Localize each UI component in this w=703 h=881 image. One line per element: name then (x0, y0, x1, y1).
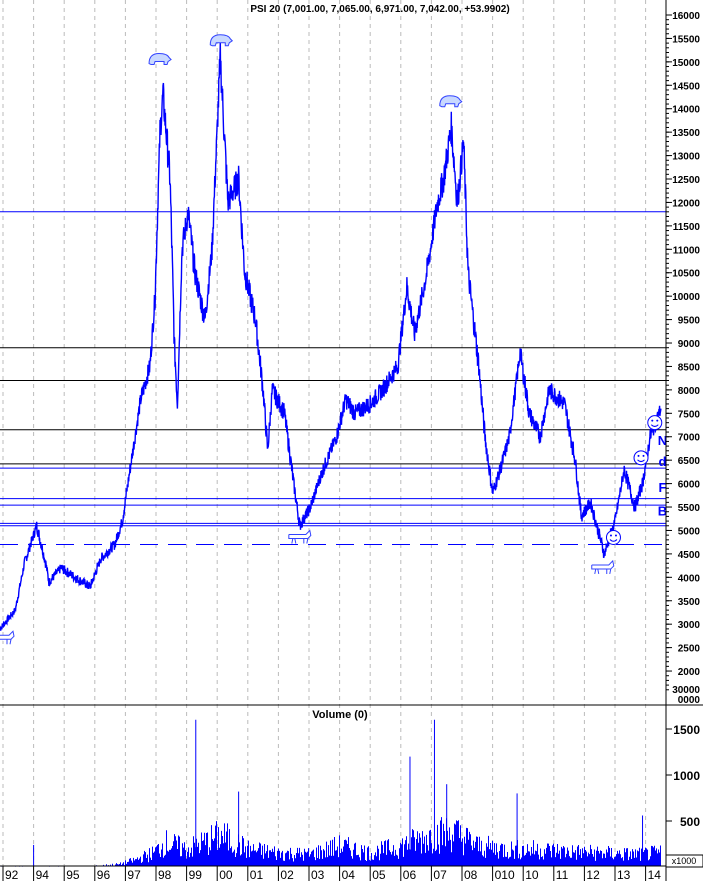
y-tick-label: 6000 (678, 480, 701, 491)
x-tick-label: 02 (280, 868, 294, 881)
x-tick-label: 05 (372, 868, 386, 881)
smiley-icon[interactable] (633, 450, 649, 466)
bull-icon[interactable] (0, 630, 15, 645)
y-extra-label: 30000 (672, 685, 700, 696)
y-tick-label: 10500 (672, 269, 700, 280)
x-tick-label: 95 (66, 868, 80, 881)
signal-letter[interactable]: B (658, 503, 667, 518)
volume-y-tick-label: 500 (680, 815, 700, 829)
x-tick-label: 10 (525, 868, 539, 881)
bull-icon[interactable] (288, 529, 312, 544)
y-tick-label: 10000 (672, 292, 700, 303)
y-tick-label: 13000 (672, 152, 700, 163)
chart-title: PSI 20 (7,001.00, 7,065.00, 6,971.00, 7,… (250, 4, 509, 15)
y-tick-label: 14000 (672, 105, 700, 116)
price-series-line (0, 41, 662, 631)
y-tick-label: 16000 (672, 11, 700, 22)
x-tick-label: 01 (250, 868, 264, 881)
x-tick-label: 11 (556, 868, 569, 881)
y-tick-label: 9500 (678, 316, 701, 327)
y-tick-label: 4000 (678, 573, 701, 584)
y-tick-label: 11000 (673, 245, 701, 256)
y-tick-label: 13500 (672, 128, 700, 139)
y-tick-label: 12500 (672, 175, 700, 186)
x-tick-label: 94 (36, 868, 50, 881)
x-tick-label: 14 (648, 868, 662, 881)
volume-y-tick-label: 1500 (673, 723, 700, 737)
y-tick-label: 8500 (678, 362, 701, 373)
y-tick-label: 2000 (678, 667, 701, 678)
y-tick-label: 15500 (672, 34, 700, 45)
y-tick-label: 7500 (678, 409, 701, 420)
x-tick-label: 13 (617, 868, 631, 881)
y-tick-label: 5500 (678, 503, 701, 514)
y-tick-label: 11500 (673, 222, 701, 233)
x-tick-label: 010 (495, 868, 515, 881)
x-tick-label: 97 (127, 868, 141, 881)
y-tick-label: 7000 (678, 433, 701, 444)
volume-unit-box (665, 854, 703, 868)
y-tick-label: 15000 (672, 58, 700, 69)
x-tick-label: 00 (219, 868, 233, 881)
y-tick-label: 4500 (678, 550, 701, 561)
x-tick-label: 99 (189, 868, 203, 881)
x-tick-label: 06 (403, 868, 417, 881)
x-tick-label: 12 (586, 868, 600, 881)
signal-letter[interactable]: N (658, 433, 667, 448)
smiley-icon[interactable] (647, 415, 663, 431)
y-extra-label: 0000 (678, 695, 701, 706)
bear-icon[interactable] (148, 53, 172, 66)
volume-title: Volume (0) (312, 709, 368, 721)
y-tick-label: 6500 (678, 456, 701, 467)
y-tick-label: 5000 (678, 526, 701, 537)
y-tick-label: 12000 (672, 198, 700, 209)
smiley-icon[interactable] (605, 529, 621, 545)
x-tick-label: 03 (311, 868, 325, 881)
bull-icon[interactable] (591, 559, 615, 575)
x-tick-label: 04 (342, 868, 356, 881)
y-tick-label: 8000 (678, 386, 701, 397)
x-tick-label: 92 (5, 868, 19, 881)
x-tick-label: 98 (158, 868, 172, 881)
y-tick-label: 3500 (678, 597, 701, 608)
volume-unit-label: x1000 (672, 856, 697, 866)
x-tick-label: 07 (433, 868, 447, 881)
y-tick-label: 9000 (678, 339, 701, 350)
x-tick-label: 96 (97, 868, 111, 881)
signal-letter[interactable]: F (658, 480, 666, 495)
y-tick-label: 3000 (678, 620, 701, 631)
y-tick-label: 2500 (678, 644, 701, 655)
y-tick-label: 14500 (672, 81, 700, 92)
x-tick-label: 08 (464, 868, 478, 881)
signal-letter[interactable]: d (658, 454, 666, 469)
bear-icon[interactable] (209, 34, 234, 47)
volume-y-tick-label: 1000 (673, 769, 700, 783)
bear-icon[interactable] (439, 95, 463, 108)
